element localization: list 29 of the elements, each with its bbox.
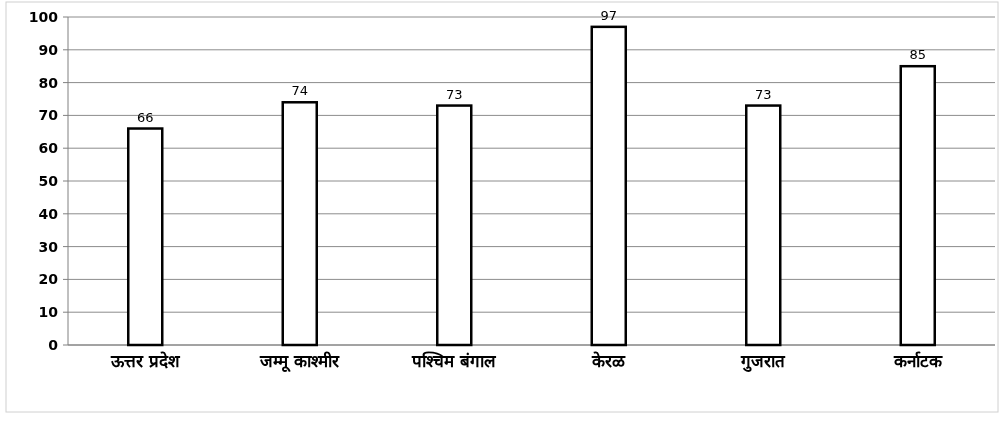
y-tick-label: 10 <box>38 304 59 321</box>
bar <box>590 25 627 347</box>
bar <box>281 101 318 347</box>
data-label: 66 <box>136 109 154 125</box>
y-tick-label: 30 <box>38 238 59 255</box>
bar <box>745 104 782 347</box>
bar <box>436 104 473 347</box>
y-tick-label: 20 <box>38 271 59 288</box>
x-tick-label: पश्चिम बंगाल <box>411 351 498 371</box>
y-tick-label: 40 <box>38 205 59 222</box>
x-tick-label: जम्मू काश्मीर <box>259 351 341 373</box>
bar <box>899 64 936 347</box>
data-label: 74 <box>291 83 309 99</box>
y-tick-label: 70 <box>38 107 59 124</box>
y-tick-label: 60 <box>38 140 59 157</box>
y-tick-label: 0 <box>48 337 59 353</box>
y-tick-label: 80 <box>38 74 59 91</box>
x-tick-label: ऊत्तर प्रदेश <box>109 351 181 371</box>
data-label: 97 <box>600 7 618 23</box>
data-label: 73 <box>754 86 772 102</box>
y-tick-label: 90 <box>38 41 59 58</box>
y-tick-label: 100 <box>28 9 59 25</box>
data-label: 85 <box>909 47 927 63</box>
bar <box>127 127 164 347</box>
x-tick-label: कर्नाटक <box>892 351 943 371</box>
x-tick-label: केरळ <box>591 351 627 371</box>
data-label: 73 <box>445 86 463 102</box>
y-tick-label: 50 <box>38 173 59 189</box>
x-tick-label: गुजरात <box>740 351 787 372</box>
